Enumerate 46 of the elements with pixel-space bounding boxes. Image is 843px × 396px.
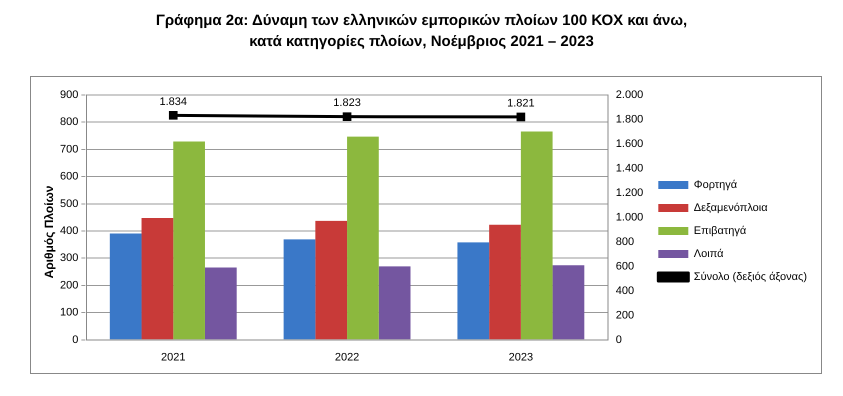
y-tick-label: 500 bbox=[60, 198, 78, 210]
x-tick-label: 2022 bbox=[334, 351, 360, 364]
data-label: 1.823 bbox=[333, 97, 361, 110]
y2-tick-label: 800 bbox=[616, 236, 634, 248]
chart-title: Γράφημα 2α: Δύναμη των ελληνικών εμπορικών πλοίων 100 ΚΟΧ και άνω, κατά κατηγορίες πλοίων, Νοέμβριος 2021 – 2023 bbox=[154, 11, 688, 52]
data-label: 1.821 bbox=[507, 97, 535, 110]
y-tick-label: 300 bbox=[60, 252, 78, 264]
y-axis-title: Αριθμός Πλοίων bbox=[42, 186, 56, 278]
y2-tick-label: 1.200 bbox=[616, 186, 644, 199]
y2-tick-label: 1.600 bbox=[616, 138, 644, 150]
y-tick-label: 600 bbox=[60, 170, 78, 183]
y-tick-label: 200 bbox=[60, 279, 78, 292]
y2-tick-label: 600 bbox=[616, 260, 634, 272]
legend-label: Επιβατηγά bbox=[694, 225, 747, 238]
data-label: 1.834 bbox=[159, 96, 188, 108]
y2-tick-label: 200 bbox=[616, 309, 634, 322]
y2-tick-label: 1.800 bbox=[616, 114, 644, 126]
y-tick-label: 100 bbox=[60, 306, 78, 319]
bar bbox=[552, 265, 584, 340]
y2-tick-label: 2.000 bbox=[616, 89, 644, 102]
y-tick-label: 0 bbox=[72, 334, 78, 346]
bar bbox=[315, 220, 348, 340]
x-tick-label: 2021 bbox=[161, 351, 186, 364]
y-tick-label: 900 bbox=[60, 89, 78, 102]
bar bbox=[378, 266, 411, 340]
bar bbox=[173, 142, 205, 340]
y2-tick-label: 0 bbox=[616, 334, 622, 346]
bar bbox=[520, 131, 553, 340]
y2-tick-label: 1.000 bbox=[616, 211, 644, 224]
bar bbox=[110, 233, 142, 340]
bar bbox=[204, 267, 237, 340]
bar bbox=[284, 239, 316, 340]
y2-tick-label: 400 bbox=[616, 284, 634, 297]
legend-label: Δεξαμενόπλοια bbox=[694, 202, 768, 214]
bar bbox=[142, 218, 174, 340]
y-tick-label: 400 bbox=[60, 225, 78, 238]
legend-label: Φορτηγά bbox=[694, 179, 738, 192]
y-tick-label: 800 bbox=[60, 116, 78, 128]
y2-tick-label: 1.400 bbox=[616, 162, 644, 174]
bar bbox=[457, 242, 490, 340]
bar bbox=[489, 224, 521, 340]
legend-label: Σύνολο (δεξιός άξονας) bbox=[694, 271, 808, 284]
x-tick-label: 2023 bbox=[508, 351, 534, 364]
y-tick-label: 700 bbox=[60, 143, 78, 156]
legend-label: Λοιπά bbox=[694, 248, 724, 260]
bar bbox=[347, 136, 379, 340]
